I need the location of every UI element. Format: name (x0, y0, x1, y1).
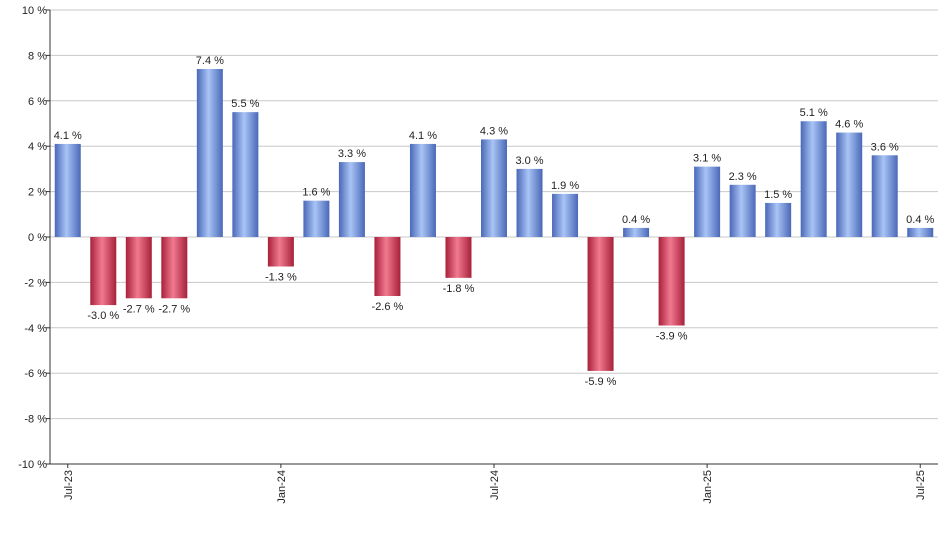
bar-value-label: 1.6 % (302, 187, 330, 199)
bar-value-label: 5.1 % (800, 107, 828, 119)
bar-value-label: 5.5 % (231, 98, 259, 110)
bar-jun-25 (871, 155, 898, 237)
y-tick-label: -2 % (24, 277, 47, 289)
bar-nov-24 (623, 227, 650, 237)
x-tick-label: Jul-25 (915, 470, 927, 500)
bar-jul-23 (54, 143, 81, 237)
bar-value-label: 7.4 % (196, 55, 224, 67)
bar-mar-25 (765, 202, 792, 237)
bar-value-label: -2.7 % (158, 303, 190, 315)
bar-oct-23 (161, 237, 188, 299)
bar-value-label: 4.6 % (835, 119, 863, 131)
y-tick-label: -4 % (24, 323, 47, 335)
bar-may-24 (409, 143, 436, 237)
bars (54, 69, 934, 371)
y-tick-label: 4 % (28, 141, 47, 153)
x-tick-label: Jan-24 (276, 470, 288, 504)
bar-value-label: 0.4 % (906, 214, 934, 226)
bar-sep-23 (125, 237, 152, 299)
data-labels: 4.1 % -3.0 % -2.7 % -2.7 % 7.4 % 5.5 % -1.3 % 1… (54, 55, 935, 388)
bar-value-label: 4.3 % (480, 125, 508, 137)
bar-dec-23 (232, 112, 259, 237)
bar-jul-24 (481, 139, 507, 237)
bar-value-label: 3.6 % (871, 141, 899, 153)
bar-jun-24 (445, 237, 472, 278)
bar-value-label: 3.0 % (515, 155, 543, 167)
y-tick-label: 2 % (28, 187, 47, 199)
bar-value-label: 0.4 % (622, 214, 650, 226)
y-tick-label: -8 % (24, 414, 47, 426)
y-tick-label: -6 % (24, 368, 47, 380)
y-tick-label: 6 % (28, 96, 47, 108)
bar-feb-25 (729, 184, 756, 237)
x-tick-label: Jan-25 (702, 470, 714, 504)
bar-dec-24 (658, 237, 685, 326)
bar-nov-23 (196, 69, 223, 238)
bar-value-label: -1.8 % (443, 283, 475, 295)
bar-value-label: -1.3 % (265, 272, 297, 284)
x-tick-label: Jul-23 (63, 470, 75, 500)
bar-may-25 (836, 132, 863, 237)
bar-aug-24 (516, 168, 543, 237)
bar-value-label: 4.1 % (54, 130, 82, 142)
bar-jan-25 (694, 166, 721, 237)
bar-value-label: -3.9 % (656, 331, 688, 343)
bar-oct-24 (587, 237, 614, 371)
bar-value-label: 3.1 % (693, 153, 721, 165)
bar-value-label: 1.5 % (764, 189, 792, 201)
x-tick-label: Jul-24 (489, 470, 501, 500)
bar-apr-25 (800, 121, 827, 237)
bar-value-label: 2.3 % (729, 171, 757, 183)
bar-apr-24 (374, 237, 401, 297)
bar-value-label: -3.0 % (87, 310, 119, 322)
y-tick-label: 10 % (22, 5, 47, 17)
bar-value-label: -2.6 % (372, 301, 404, 313)
y-tick-label: 8 % (28, 50, 47, 62)
y-tick-label: 0 % (28, 232, 47, 244)
bar-sep-24 (552, 193, 579, 237)
bar-aug-23 (90, 237, 117, 306)
bar-value-label: 4.1 % (409, 130, 437, 142)
bar-value-label: 3.3 % (338, 148, 366, 160)
y-tick-label: -10 % (18, 459, 47, 471)
bar-value-label: 1.9 % (551, 180, 579, 192)
bar-jul-25 (907, 227, 934, 237)
bar-value-label: -2.7 % (123, 303, 155, 315)
bar-mar-24 (338, 162, 365, 237)
bar-feb-24 (303, 200, 330, 237)
bar-value-label: -5.9 % (585, 376, 617, 388)
axes: -10 % -8 % -6 % -4 % -2 % 0 % 2 % 4 % 6 % 8 % 10 %… (18, 5, 938, 504)
bar-jan-24 (267, 237, 294, 267)
